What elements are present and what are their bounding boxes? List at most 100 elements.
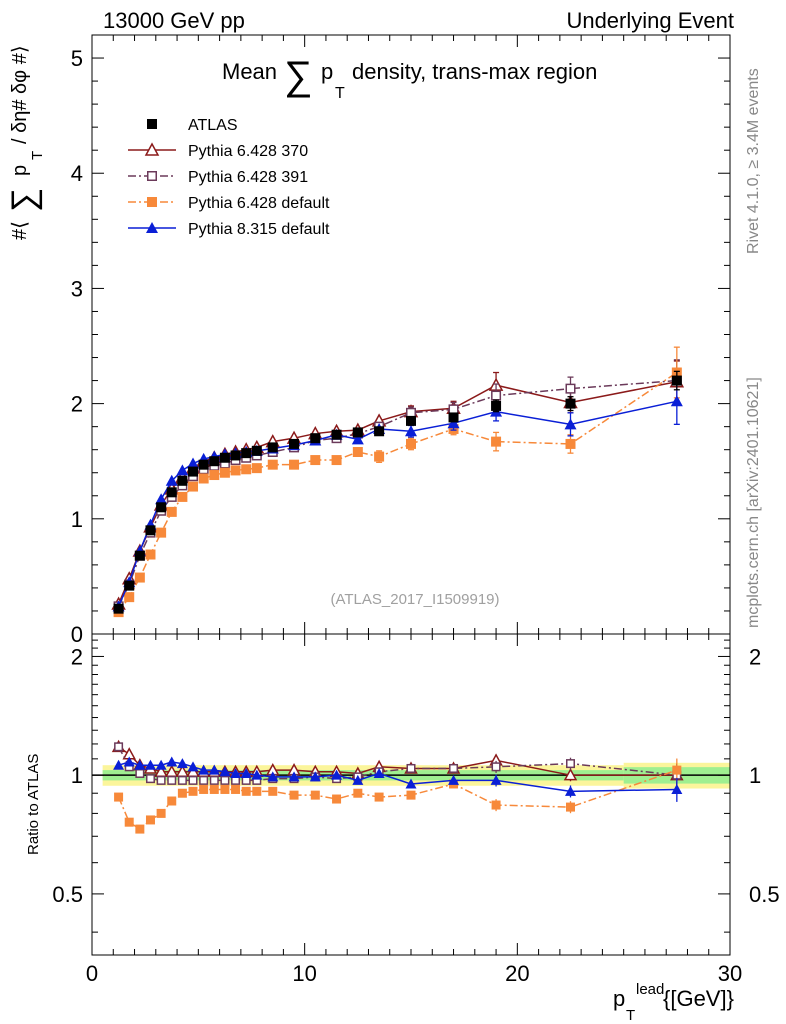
ratio-point xyxy=(672,765,682,775)
ratio-point xyxy=(490,774,502,785)
data-point xyxy=(374,426,385,437)
data-point xyxy=(124,580,135,591)
ratio-point xyxy=(405,778,417,789)
ratio-point xyxy=(177,788,187,798)
ratio-point xyxy=(220,775,230,785)
ratio-point xyxy=(176,758,188,769)
data-point xyxy=(209,470,220,481)
top-y-tick-label: 4 xyxy=(71,161,83,186)
legend-label: Pythia 6.428 370 xyxy=(188,143,308,160)
data-point xyxy=(198,459,209,470)
data-point xyxy=(165,474,178,486)
legend-marker xyxy=(147,171,157,181)
chart-title-sum: ∑ xyxy=(284,54,313,98)
legend: ATLAS Pythia 6.428 370 Pythia 6.428 391 Pyt… xyxy=(128,117,330,238)
data-point xyxy=(156,502,167,513)
data-point xyxy=(289,438,300,449)
data-point xyxy=(166,487,177,498)
data-point xyxy=(491,390,502,401)
ratio-y-tick-label-right: 1 xyxy=(749,763,761,788)
ratio-point xyxy=(199,784,209,794)
series-line xyxy=(117,379,677,607)
ratio-point xyxy=(565,785,576,796)
data-point xyxy=(448,412,459,423)
ratio-point xyxy=(188,786,198,796)
ratio-point xyxy=(289,790,299,800)
data-point xyxy=(209,456,220,467)
data-point xyxy=(166,506,177,517)
y-label-suffix: / δη# δφ #⟩ xyxy=(9,45,31,144)
data-point xyxy=(267,459,278,470)
data-point xyxy=(188,481,199,492)
legend-item: ATLAS xyxy=(147,117,238,134)
x-tick-label: 30 xyxy=(718,961,742,986)
ratio-point xyxy=(240,767,252,778)
top-y-tick-label: 1 xyxy=(71,507,83,532)
ratio-point xyxy=(241,786,251,796)
ratio-point xyxy=(167,796,177,806)
ratio-point xyxy=(268,786,278,796)
ratio-point xyxy=(353,788,363,798)
ratio-point xyxy=(156,775,166,785)
header-right: Underlying Event xyxy=(566,8,734,33)
ratio-point xyxy=(155,759,167,770)
ratio-point xyxy=(124,817,134,827)
ratio-point xyxy=(123,756,135,767)
data-point xyxy=(198,473,209,484)
ratio-point xyxy=(156,808,166,818)
data-point xyxy=(331,429,342,440)
data-point xyxy=(176,464,189,476)
data-point xyxy=(331,455,342,466)
ratio-point xyxy=(134,759,146,770)
y-label-sub: T xyxy=(29,151,46,160)
ratio-point xyxy=(267,771,279,782)
series-line xyxy=(117,400,677,607)
ratio-y-axis-label: Ratio to ATLAS xyxy=(25,754,42,855)
ratio-series-pythia-8-315-default xyxy=(113,756,683,802)
data-point xyxy=(351,433,364,445)
ratio-point xyxy=(563,768,578,781)
ratio-point xyxy=(113,759,125,770)
ratio-y-tick-label: 2 xyxy=(71,644,83,669)
ratio-point xyxy=(373,767,385,778)
ratio-point xyxy=(188,775,198,785)
ratio-point xyxy=(199,775,209,785)
data-point xyxy=(406,415,416,426)
chart-title-suffix: density, trans-max region xyxy=(352,59,597,84)
legend-item: Pythia 8.315 default xyxy=(128,221,330,238)
ratio-point xyxy=(352,774,364,785)
data-point xyxy=(124,592,135,603)
data-point xyxy=(564,418,577,430)
top-y-tick-label: 5 xyxy=(71,46,83,71)
ratio-point xyxy=(198,764,210,775)
ratio-y-tick-label: 1 xyxy=(71,763,83,788)
data-point xyxy=(251,445,262,456)
ratio-point xyxy=(309,771,321,782)
legend-marker xyxy=(144,142,160,156)
ratio-point xyxy=(251,769,263,780)
data-point xyxy=(230,450,241,461)
data-point xyxy=(491,436,502,447)
ratio-point xyxy=(310,790,320,800)
ratio-point xyxy=(230,767,242,778)
ratio-point xyxy=(187,761,199,772)
legend-item: Pythia 6.428 370 xyxy=(128,142,308,160)
data-point xyxy=(187,457,200,469)
data-point xyxy=(565,398,576,409)
ratio-point xyxy=(166,756,178,767)
ratio-point xyxy=(209,784,219,794)
data-point xyxy=(219,452,230,463)
ratio-point xyxy=(231,784,241,794)
ratio-point xyxy=(491,800,501,810)
legend-item: Pythia 6.428 default xyxy=(128,195,330,212)
data-point xyxy=(670,395,683,407)
x-label-p: p xyxy=(613,986,625,1011)
series-atlas xyxy=(113,370,682,614)
data-point xyxy=(177,475,188,486)
ratio-point xyxy=(145,774,155,784)
top-y-tick-label: 3 xyxy=(71,276,83,301)
series-pythia-6-428-default xyxy=(113,346,682,618)
y-label-sum: ∑ xyxy=(5,188,43,212)
data-point xyxy=(230,465,241,476)
